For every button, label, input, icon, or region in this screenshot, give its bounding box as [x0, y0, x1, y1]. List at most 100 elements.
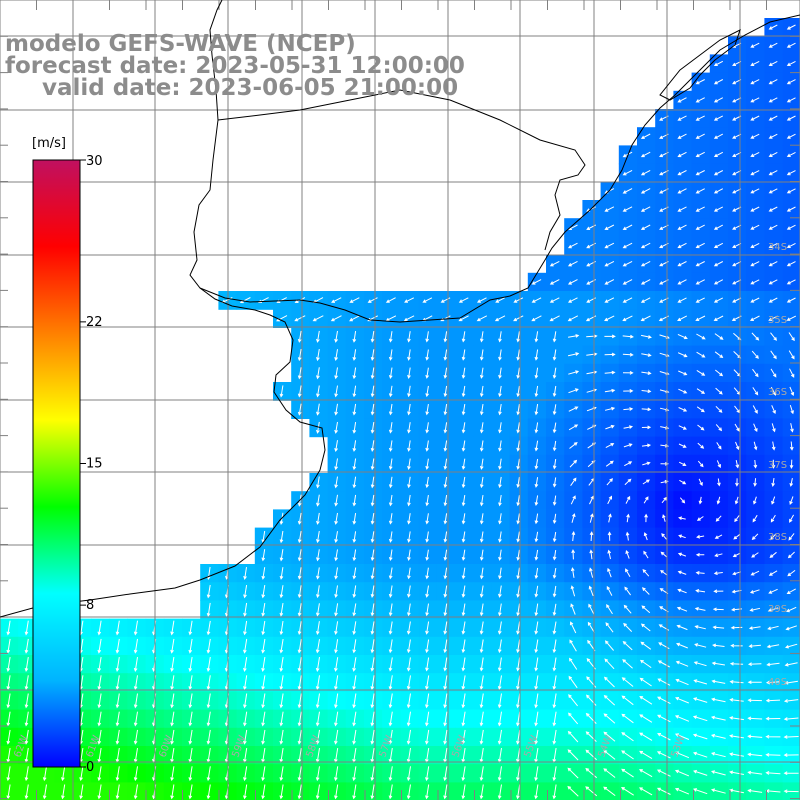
wind-arrow — [771, 405, 776, 415]
field-cell — [637, 236, 656, 256]
field-cell — [691, 109, 711, 128]
wind-arrow — [352, 531, 357, 543]
field-cell — [764, 200, 784, 219]
wind-arrow — [206, 584, 211, 599]
wind-arrow — [771, 496, 776, 505]
wind-arrow — [658, 642, 670, 650]
wind-arrow — [516, 639, 521, 654]
wind-arrow — [133, 711, 138, 727]
wind-arrow — [297, 657, 302, 672]
wind-arrow — [607, 495, 612, 505]
wind-arrow — [97, 638, 102, 654]
wind-arrow — [751, 350, 759, 359]
wind-arrow — [677, 333, 688, 340]
field-cell — [728, 309, 747, 328]
wind-arrow — [516, 440, 520, 452]
wind-arrow — [243, 693, 248, 709]
wind-arrow — [425, 367, 429, 379]
wind-arrow — [567, 749, 579, 761]
wind-arrow — [443, 639, 448, 654]
title-model: modelo GEFS-WAVE (NCEP) — [5, 31, 356, 57]
wind-arrow — [715, 387, 723, 395]
field-cell — [764, 54, 784, 74]
wind-arrow — [425, 513, 429, 525]
wind-arrow — [695, 552, 705, 557]
wind-arrow — [479, 331, 484, 343]
wind-arrow — [494, 315, 506, 322]
wind-arrow — [567, 352, 580, 357]
wind-arrow — [677, 570, 687, 575]
wind-arrow — [261, 784, 266, 800]
field-cell — [600, 454, 620, 474]
field-cell — [746, 545, 765, 565]
wind-arrow — [730, 643, 743, 648]
field-cell — [546, 309, 565, 328]
wind-arrow — [607, 549, 612, 560]
wind-arrow — [693, 751, 708, 758]
wind-arrow — [516, 693, 521, 709]
wind-arrow — [677, 261, 687, 267]
wind-arrow — [622, 188, 633, 194]
latitude-label: 35S — [768, 315, 787, 326]
wind-arrow — [316, 585, 320, 599]
wind-arrow — [352, 549, 357, 562]
field-cell — [600, 418, 620, 438]
wind-arrow — [676, 624, 688, 631]
wind-arrow — [644, 513, 648, 523]
wind-arrow — [622, 206, 633, 212]
wind-arrow — [733, 533, 741, 540]
wind-arrow — [422, 297, 433, 303]
field-cell — [600, 473, 620, 492]
field-cell — [691, 272, 711, 292]
wind-arrow — [753, 441, 758, 451]
wind-arrow — [261, 729, 266, 745]
wind-arrow — [425, 440, 429, 452]
wind-arrow — [425, 349, 429, 361]
wind-arrow — [370, 476, 375, 489]
wind-arrow — [621, 768, 634, 778]
wind-arrow — [461, 784, 466, 800]
wind-arrow — [516, 349, 520, 361]
wind-arrow — [604, 658, 615, 670]
wind-arrow — [621, 677, 634, 687]
wind-arrow — [789, 459, 794, 469]
wind-arrow — [768, 151, 778, 157]
wind-arrow — [784, 643, 798, 649]
wind-arrow — [461, 621, 466, 635]
wind-arrow — [461, 495, 466, 507]
wind-arrow — [498, 458, 502, 470]
wind-arrow — [750, 279, 760, 285]
wind-arrow — [243, 729, 248, 745]
wind-arrow — [170, 766, 175, 782]
field-cell — [764, 145, 784, 165]
wind-arrow — [24, 766, 29, 782]
wind-arrow — [569, 621, 577, 634]
wind-arrow — [331, 297, 342, 303]
field-cell — [764, 491, 784, 510]
wind-arrow — [674, 733, 690, 740]
wind-arrow — [641, 407, 652, 412]
wind-arrow — [677, 188, 687, 194]
wind-arrow — [243, 766, 248, 782]
wind-arrow — [622, 370, 634, 375]
field-cell — [600, 309, 620, 328]
wind-arrow — [623, 622, 633, 632]
wind-arrow — [571, 531, 576, 542]
field-cell — [618, 473, 638, 492]
wind-arrow — [206, 729, 211, 745]
field-cell — [764, 582, 784, 601]
wind-arrow — [479, 404, 484, 416]
wind-arrow — [711, 661, 725, 666]
wind-arrow — [585, 712, 597, 724]
wind-arrow — [516, 567, 520, 580]
field-cell — [764, 600, 784, 620]
wind-arrow — [461, 367, 466, 379]
wind-arrow — [549, 260, 560, 267]
wind-arrow — [604, 370, 616, 375]
wind-arrow — [24, 657, 29, 672]
wind-arrow — [747, 716, 763, 721]
wind-arrow — [425, 331, 429, 343]
wind-arrow — [407, 567, 411, 580]
wind-arrow — [749, 589, 760, 594]
wind-arrow — [676, 606, 688, 612]
